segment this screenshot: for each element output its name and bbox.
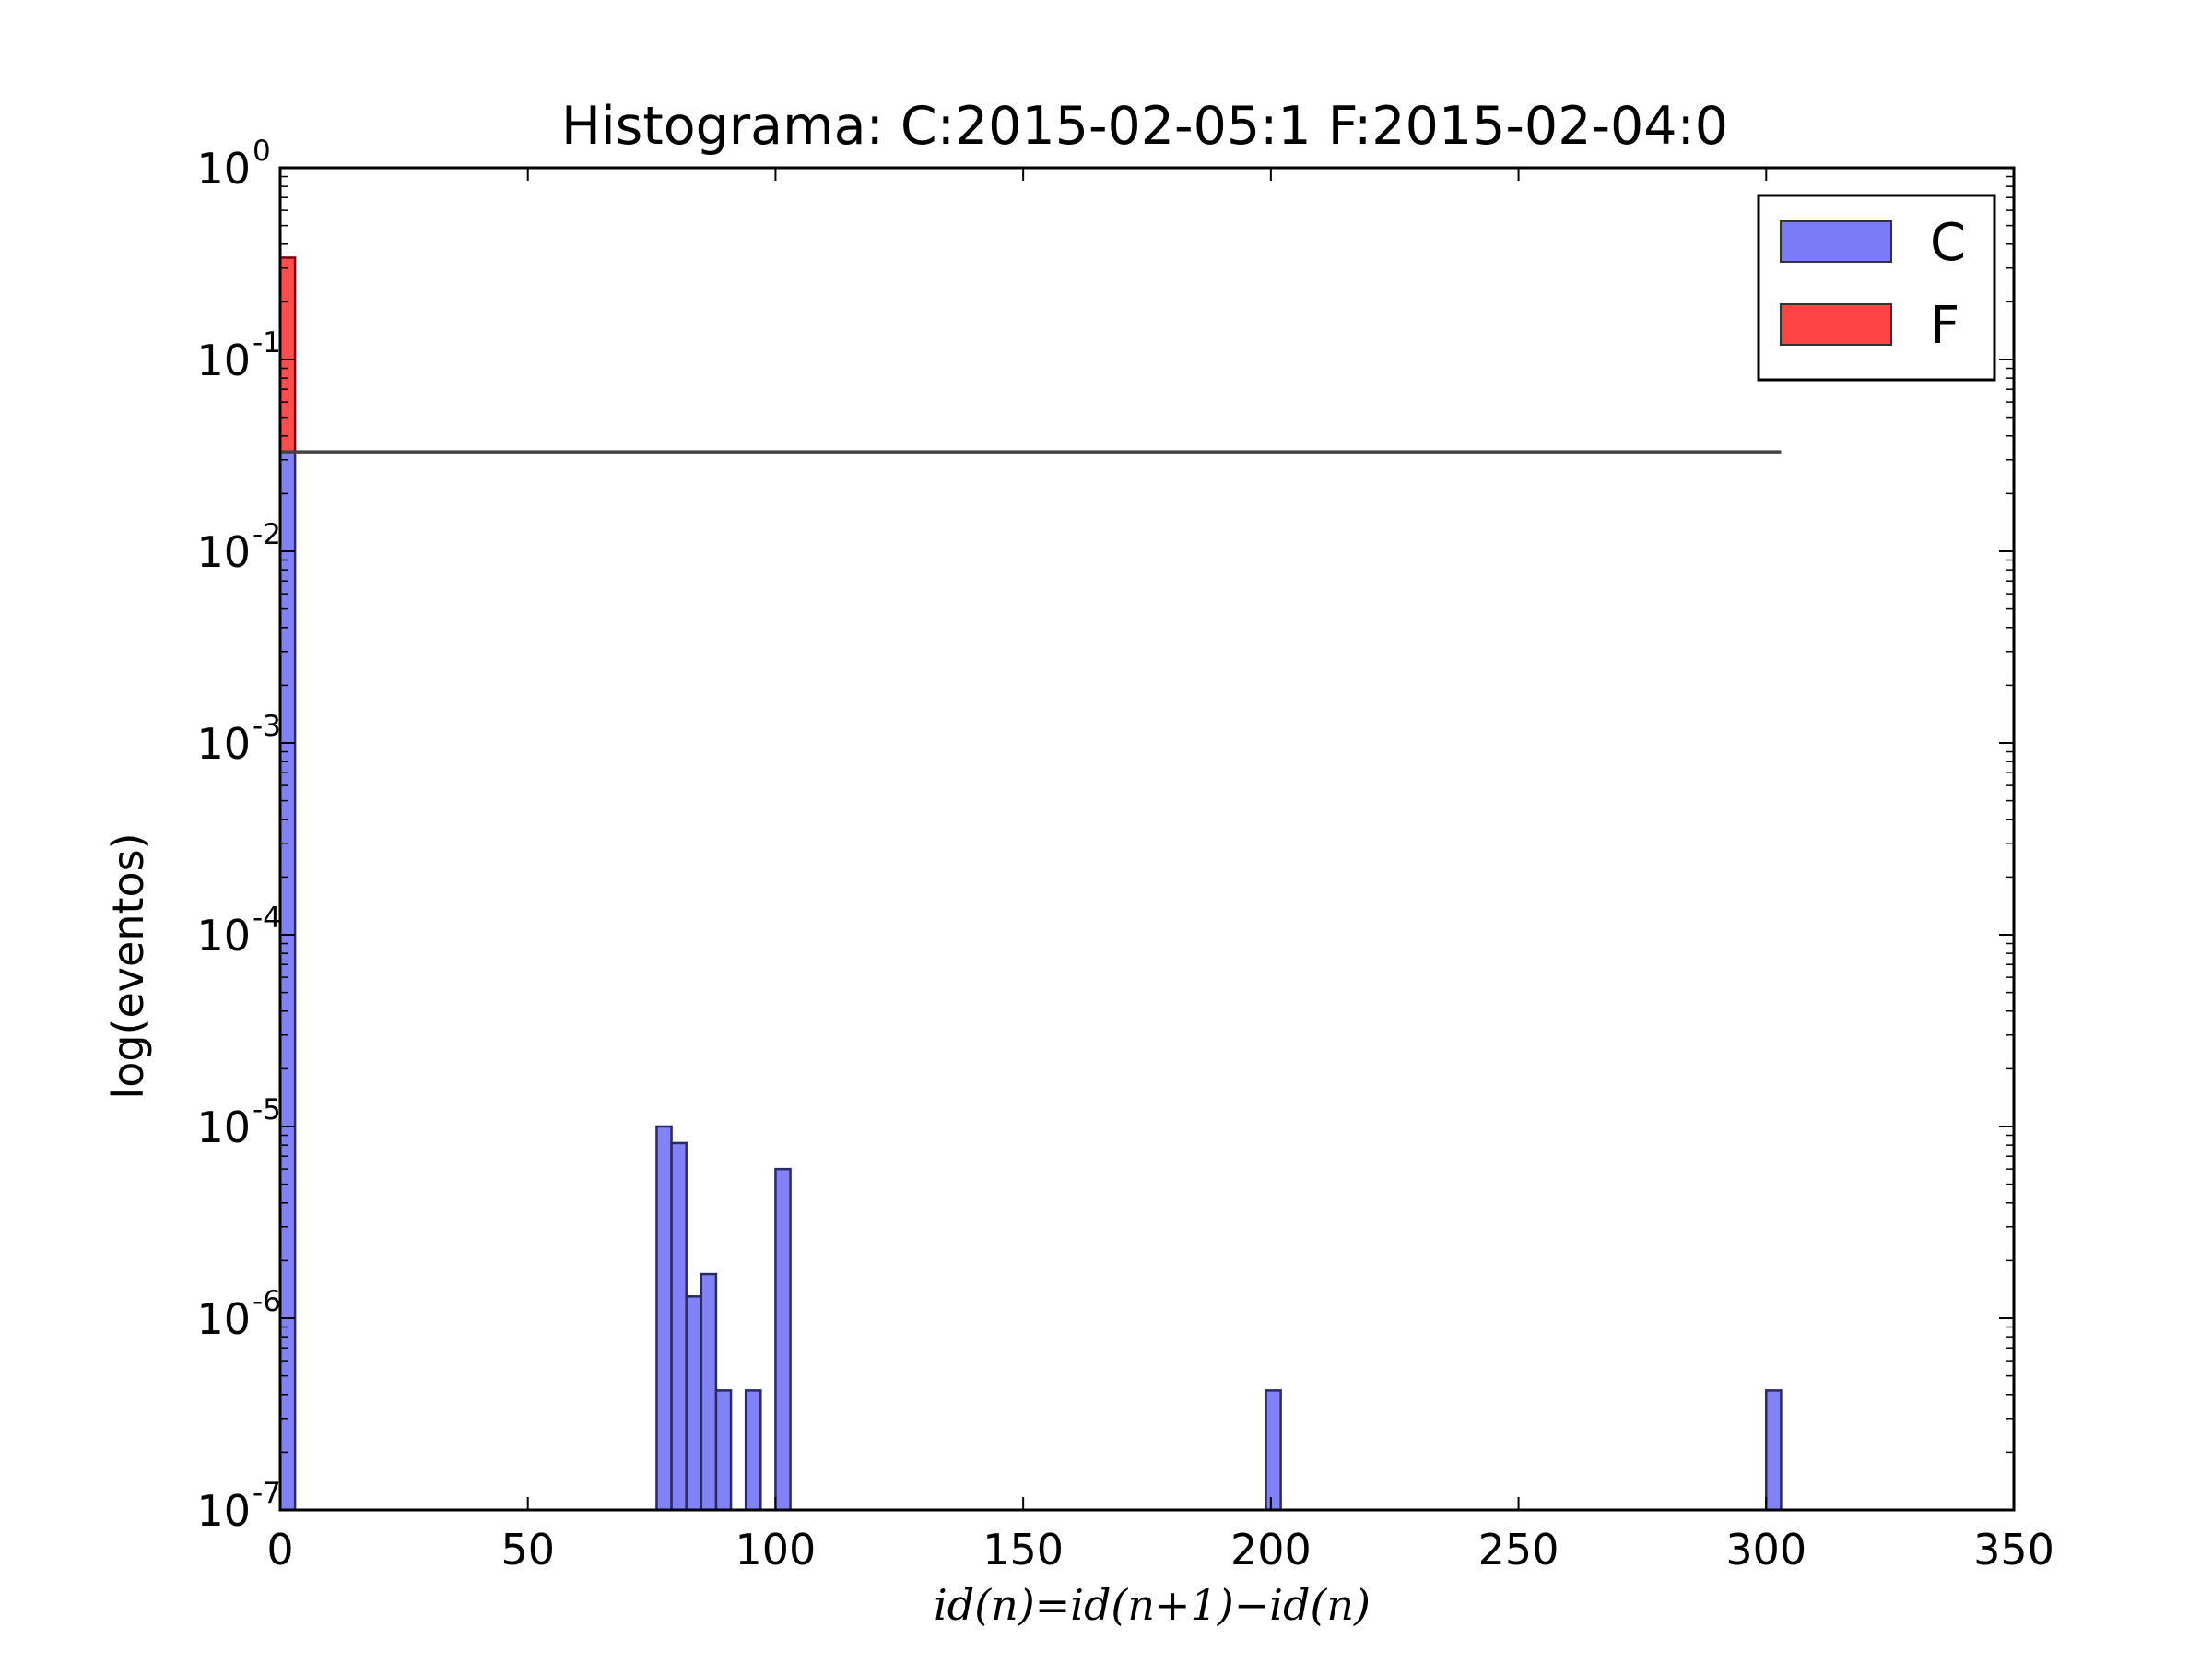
- legend-label-c: C: [1930, 213, 1966, 273]
- bar-c-6: [744, 1389, 762, 1512]
- bar-c-5: [714, 1389, 733, 1512]
- x-tick-label-3: 150: [982, 1525, 1064, 1575]
- y-tick-label-base-0: 10: [196, 1486, 251, 1536]
- y-tick-label-exp-1: -6: [253, 1285, 281, 1318]
- y-tick-label-5: 10 -2: [196, 518, 280, 577]
- y-tick-label-1: 10 -6: [196, 1285, 280, 1344]
- bar-f-0: [278, 256, 297, 454]
- bar-c-2: [670, 1141, 688, 1512]
- y-tick-label-base-7: 10: [196, 144, 251, 194]
- y-tick-label-base-3: 10: [196, 911, 251, 961]
- y-tick-label-base-6: 10: [196, 336, 251, 385]
- y-tick-label-exp-5: -2: [253, 518, 281, 551]
- x-tick-label-1: 50: [500, 1525, 555, 1575]
- y-tick-label-7: 10 0: [196, 135, 270, 194]
- bar-c-3: [685, 1295, 703, 1512]
- y-tick-label-4: 10 -3: [196, 710, 280, 769]
- y-tick-label-0: 10 -7: [196, 1477, 280, 1536]
- y-axis-label: log(eventos): [103, 832, 153, 1099]
- y-tick-label-exp-0: -7: [253, 1477, 281, 1510]
- bar-c-4: [700, 1272, 718, 1512]
- x-tick-label-6: 300: [1725, 1525, 1806, 1575]
- plot-frame: [278, 166, 2016, 1512]
- x-tick-label-7: 350: [1973, 1525, 2054, 1575]
- legend-swatch-f: [1780, 303, 1892, 346]
- y-tick-label-2: 10 -5: [196, 1093, 280, 1152]
- y-tick-label-3: 10 -4: [196, 902, 280, 961]
- bar-c-0: [278, 450, 297, 1512]
- x-axis-label: id(n)=id(n+1)−id(n): [934, 1580, 1371, 1630]
- bar-c-9: [1765, 1389, 1783, 1512]
- y-tick-label-base-5: 10: [196, 527, 251, 577]
- y-tick-label-base-1: 10: [196, 1294, 251, 1344]
- legend-label-f: F: [1930, 296, 1959, 356]
- x-tick-label-4: 200: [1230, 1525, 1312, 1575]
- chart-title: Histograma: C:2015-02-05:1 F:2015-02-04:…: [561, 96, 1728, 157]
- y-tick-label-exp-3: -4: [253, 902, 281, 935]
- bars-layer: [278, 256, 1783, 1512]
- y-tick-label-exp-2: -5: [253, 1093, 281, 1126]
- legend: C F: [1757, 194, 1996, 382]
- y-tick-label-6: 10 -1: [196, 326, 280, 385]
- y-tick-label-exp-4: -3: [253, 710, 281, 743]
- y-tick-label-base-4: 10: [196, 719, 251, 769]
- y-tick-label-exp-7: 0: [253, 135, 271, 168]
- bar-c-1: [655, 1125, 673, 1512]
- bar-c-7: [774, 1167, 792, 1512]
- x-tick-label-2: 100: [735, 1525, 817, 1575]
- x-tick-label-0: 0: [266, 1525, 293, 1575]
- y-tick-label-exp-6: -1: [253, 326, 281, 360]
- x-tick-label-5: 250: [1478, 1525, 1559, 1575]
- y-tick-label-base-2: 10: [196, 1103, 251, 1152]
- legend-swatch-c: [1780, 220, 1892, 263]
- bar-c-8: [1265, 1389, 1282, 1512]
